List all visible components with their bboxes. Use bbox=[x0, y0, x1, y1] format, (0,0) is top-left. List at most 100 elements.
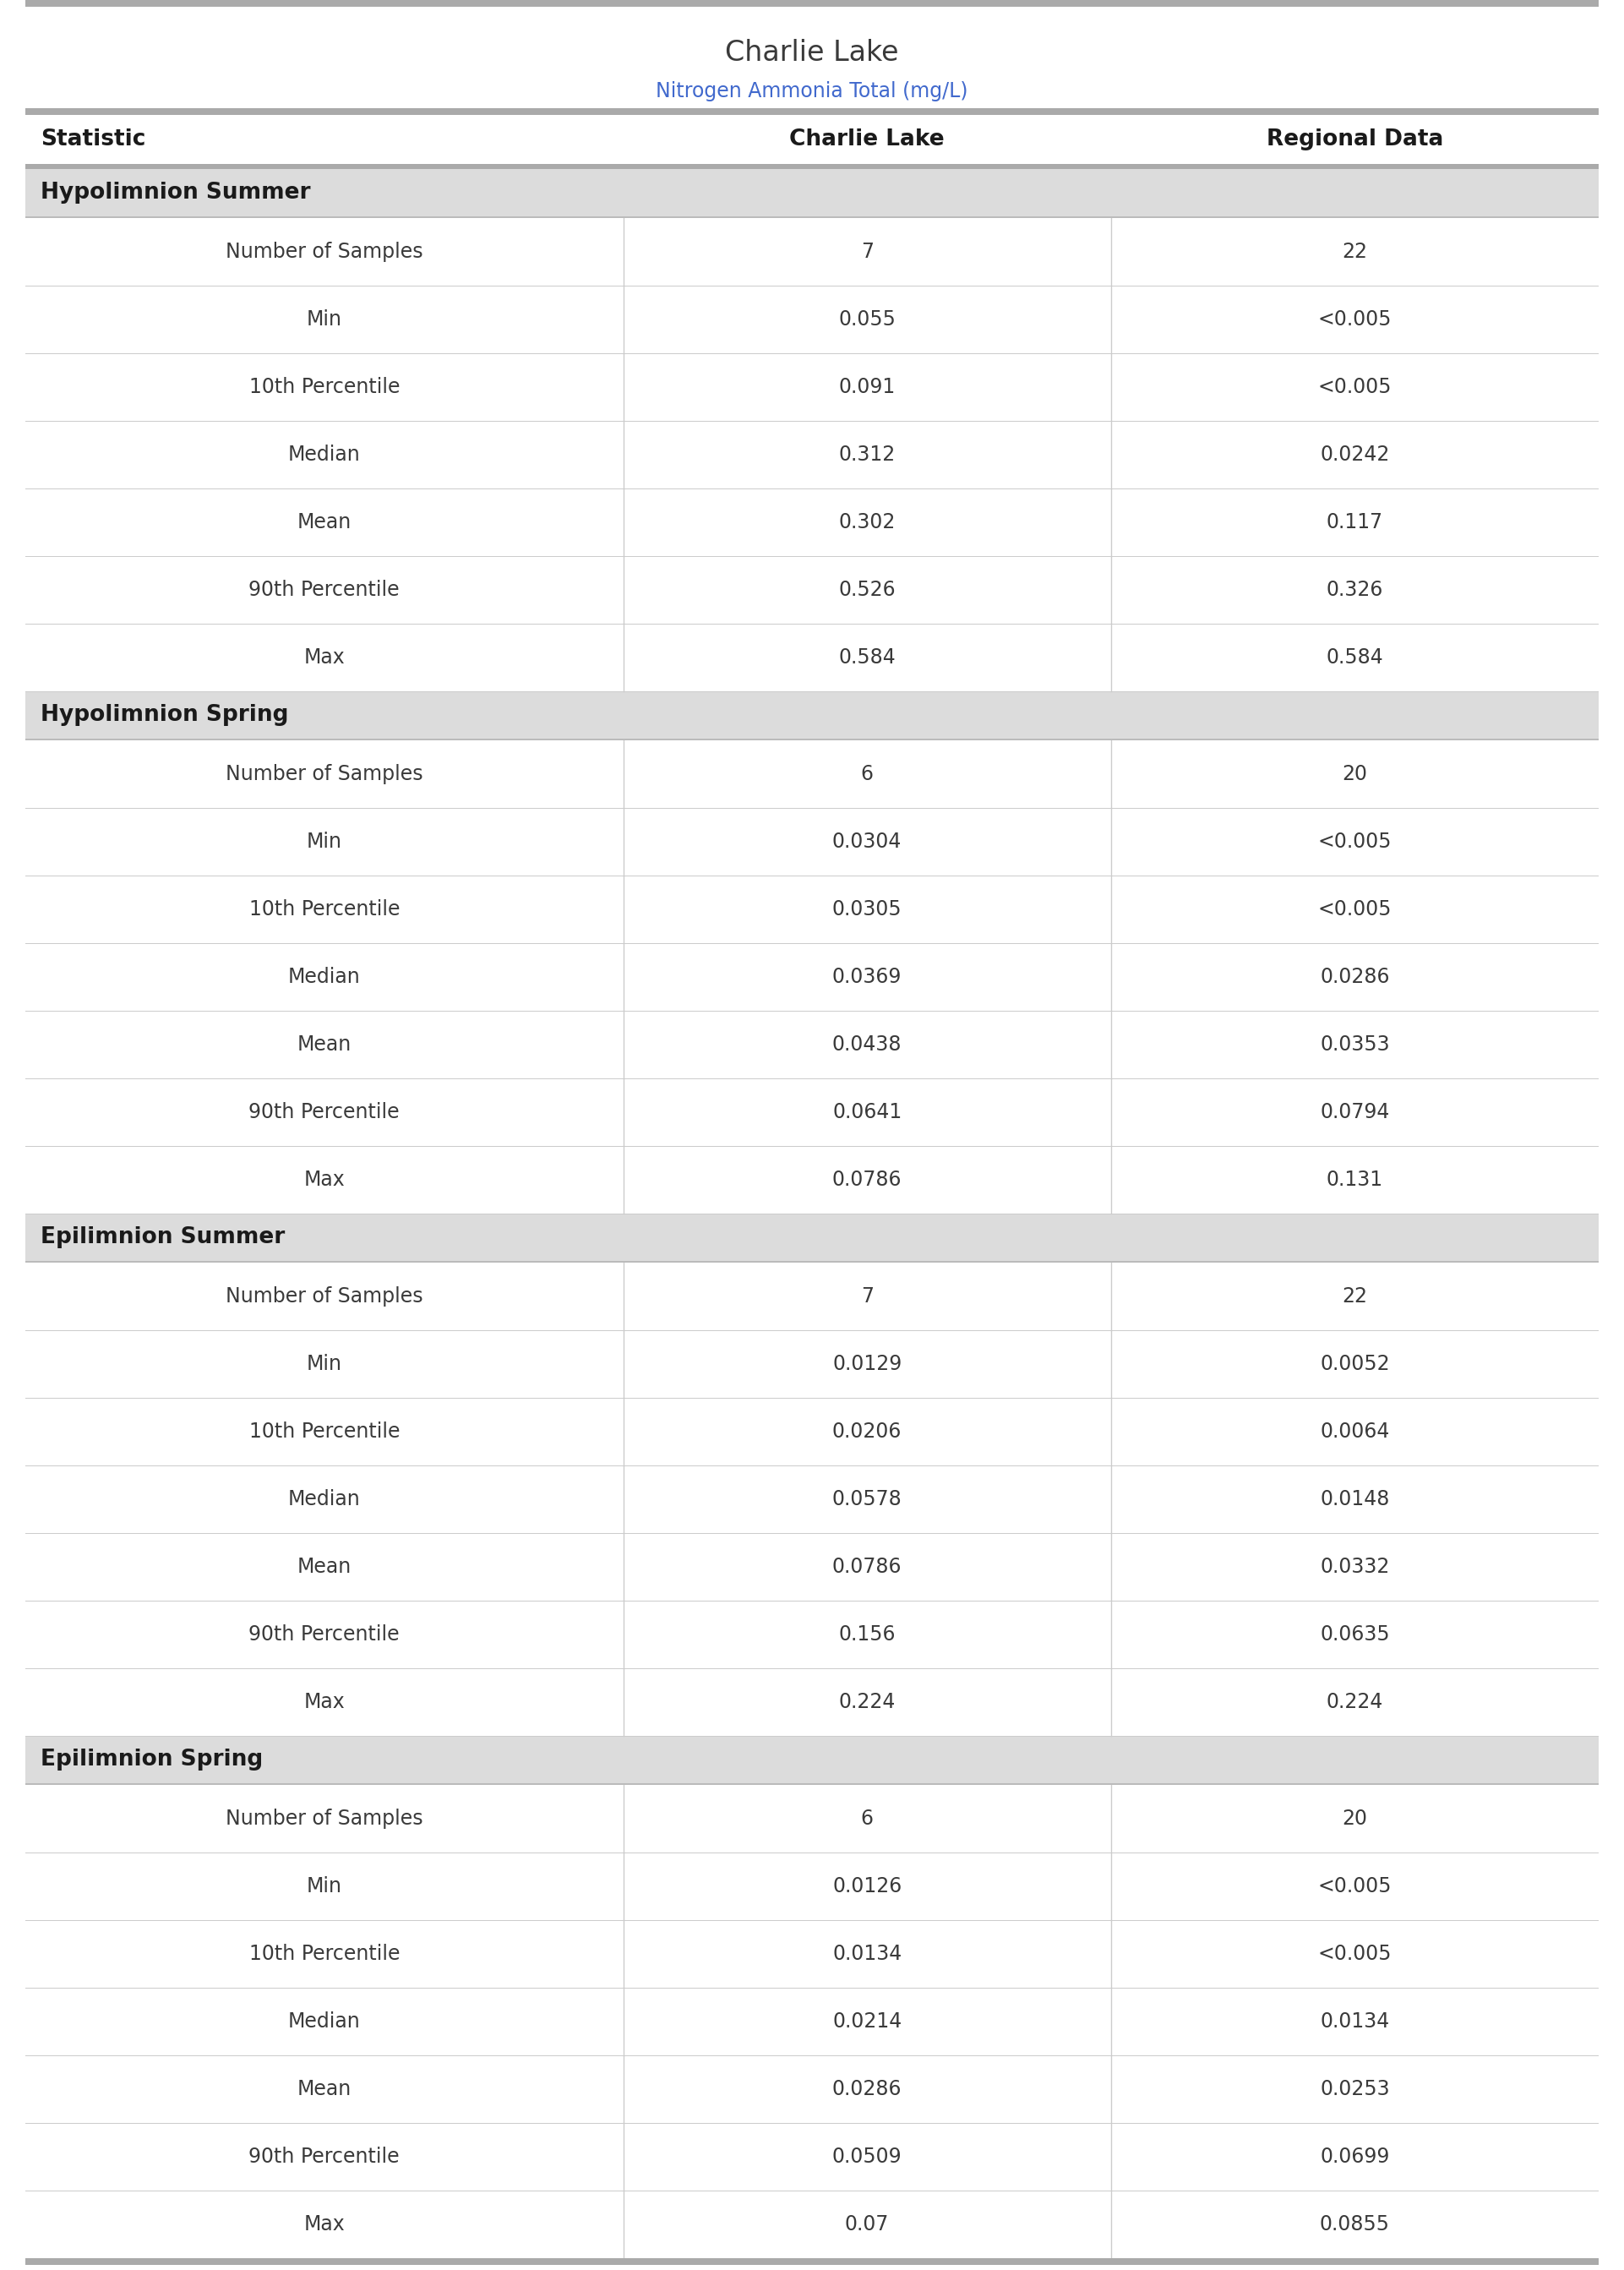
Text: 6: 6 bbox=[861, 1809, 874, 1830]
Text: Nitrogen Ammonia Total (mg/L): Nitrogen Ammonia Total (mg/L) bbox=[656, 82, 968, 102]
Text: Min: Min bbox=[307, 309, 343, 329]
Text: 0.07: 0.07 bbox=[844, 2213, 890, 2234]
Text: Statistic: Statistic bbox=[41, 129, 146, 150]
Text: Median: Median bbox=[287, 445, 361, 465]
Text: 10th Percentile: 10th Percentile bbox=[248, 377, 400, 397]
Text: 0.0438: 0.0438 bbox=[831, 1035, 901, 1056]
Text: 10th Percentile: 10th Percentile bbox=[248, 899, 400, 919]
Bar bbox=[26, 1262, 1598, 1330]
Bar bbox=[26, 624, 1598, 692]
Text: Charlie Lake: Charlie Lake bbox=[789, 129, 945, 150]
Text: 20: 20 bbox=[1341, 765, 1367, 783]
Text: 0.302: 0.302 bbox=[838, 513, 895, 533]
Text: 0.0699: 0.0699 bbox=[1320, 2147, 1390, 2168]
Text: 0.0064: 0.0064 bbox=[1320, 1421, 1390, 1441]
Bar bbox=[26, 1532, 1598, 1600]
Text: 0.0134: 0.0134 bbox=[833, 1943, 901, 1964]
Bar bbox=[26, 876, 1598, 942]
Text: 0.091: 0.091 bbox=[838, 377, 895, 397]
Bar bbox=[26, 942, 1598, 1010]
Text: 0.0242: 0.0242 bbox=[1320, 445, 1390, 465]
Text: 0.0286: 0.0286 bbox=[1320, 967, 1390, 987]
Text: 0.0052: 0.0052 bbox=[1320, 1353, 1390, 1373]
Text: Max: Max bbox=[304, 2213, 344, 2234]
Text: 22: 22 bbox=[1341, 241, 1367, 261]
Bar bbox=[26, 1737, 1598, 1784]
Text: 90th Percentile: 90th Percentile bbox=[248, 1625, 400, 1643]
Text: Min: Min bbox=[307, 1877, 343, 1895]
Bar bbox=[26, 2122, 1598, 2191]
Text: Hypolimnion Spring: Hypolimnion Spring bbox=[41, 704, 289, 726]
Bar bbox=[26, 1214, 1598, 1260]
Text: Mean: Mean bbox=[297, 513, 351, 533]
Text: 0.0304: 0.0304 bbox=[831, 831, 901, 851]
Bar bbox=[26, 1398, 1598, 1466]
Text: Median: Median bbox=[287, 2011, 361, 2032]
Text: 0.0253: 0.0253 bbox=[1320, 2079, 1390, 2100]
Text: 7: 7 bbox=[861, 241, 874, 261]
Text: <0.005: <0.005 bbox=[1317, 309, 1392, 329]
Bar bbox=[26, 218, 1598, 286]
Bar bbox=[26, 163, 1598, 168]
Text: <0.005: <0.005 bbox=[1317, 1943, 1392, 1964]
Bar bbox=[26, 0, 1598, 7]
Text: Mean: Mean bbox=[297, 1035, 351, 1056]
Text: Charlie Lake: Charlie Lake bbox=[726, 39, 898, 68]
Text: 0.0148: 0.0148 bbox=[1320, 1489, 1390, 1510]
Text: 0.0369: 0.0369 bbox=[831, 967, 901, 987]
Text: 0.326: 0.326 bbox=[1327, 579, 1384, 599]
Text: 0.055: 0.055 bbox=[838, 309, 896, 329]
Text: Max: Max bbox=[304, 1691, 344, 1712]
Text: 0.131: 0.131 bbox=[1327, 1169, 1384, 1189]
Bar bbox=[26, 2054, 1598, 2122]
Text: 0.312: 0.312 bbox=[838, 445, 895, 465]
Text: 0.0214: 0.0214 bbox=[833, 2011, 901, 2032]
Bar bbox=[26, 808, 1598, 876]
Bar bbox=[26, 1920, 1598, 1989]
Text: 0.0794: 0.0794 bbox=[1320, 1101, 1390, 1121]
Text: <0.005: <0.005 bbox=[1317, 831, 1392, 851]
Text: 0.0126: 0.0126 bbox=[833, 1877, 901, 1895]
Bar bbox=[26, 1010, 1598, 1078]
Bar bbox=[26, 116, 1598, 163]
Text: Epilimnion Summer: Epilimnion Summer bbox=[41, 1226, 284, 1249]
Text: 90th Percentile: 90th Percentile bbox=[248, 2147, 400, 2168]
Text: <0.005: <0.005 bbox=[1317, 377, 1392, 397]
Bar bbox=[26, 1600, 1598, 1668]
Text: <0.005: <0.005 bbox=[1317, 1877, 1392, 1895]
Text: 0.156: 0.156 bbox=[838, 1625, 895, 1643]
Text: 0.526: 0.526 bbox=[838, 579, 895, 599]
Text: Hypolimnion Summer: Hypolimnion Summer bbox=[41, 182, 310, 204]
Text: Regional Data: Regional Data bbox=[1267, 129, 1444, 150]
Text: 0.117: 0.117 bbox=[1327, 513, 1384, 533]
Text: 0.0786: 0.0786 bbox=[831, 1169, 901, 1189]
Bar bbox=[26, 488, 1598, 556]
Text: 0.0635: 0.0635 bbox=[1320, 1625, 1390, 1643]
Bar bbox=[26, 740, 1598, 808]
Text: Number of Samples: Number of Samples bbox=[226, 765, 422, 783]
Text: Median: Median bbox=[287, 967, 361, 987]
Bar bbox=[26, 1852, 1598, 1920]
Text: 0.0509: 0.0509 bbox=[831, 2147, 901, 2168]
Bar bbox=[26, 1146, 1598, 1214]
Bar bbox=[26, 1989, 1598, 2054]
Text: 0.0855: 0.0855 bbox=[1320, 2213, 1390, 2234]
Text: 22: 22 bbox=[1341, 1287, 1367, 1308]
Text: Min: Min bbox=[307, 1353, 343, 1373]
Text: 0.224: 0.224 bbox=[1327, 1691, 1384, 1712]
Text: Max: Max bbox=[304, 647, 344, 667]
Text: 0.584: 0.584 bbox=[838, 647, 896, 667]
Text: Max: Max bbox=[304, 1169, 344, 1189]
Bar bbox=[26, 692, 1598, 738]
Text: 20: 20 bbox=[1341, 1809, 1367, 1830]
Text: Median: Median bbox=[287, 1489, 361, 1510]
Text: 90th Percentile: 90th Percentile bbox=[248, 579, 400, 599]
Bar bbox=[26, 2259, 1598, 2265]
Text: 0.0286: 0.0286 bbox=[831, 2079, 901, 2100]
Bar bbox=[26, 354, 1598, 420]
Bar bbox=[26, 1668, 1598, 1737]
Bar bbox=[26, 556, 1598, 624]
Text: 0.0332: 0.0332 bbox=[1320, 1557, 1390, 1578]
Bar bbox=[26, 420, 1598, 488]
Text: 0.224: 0.224 bbox=[838, 1691, 895, 1712]
